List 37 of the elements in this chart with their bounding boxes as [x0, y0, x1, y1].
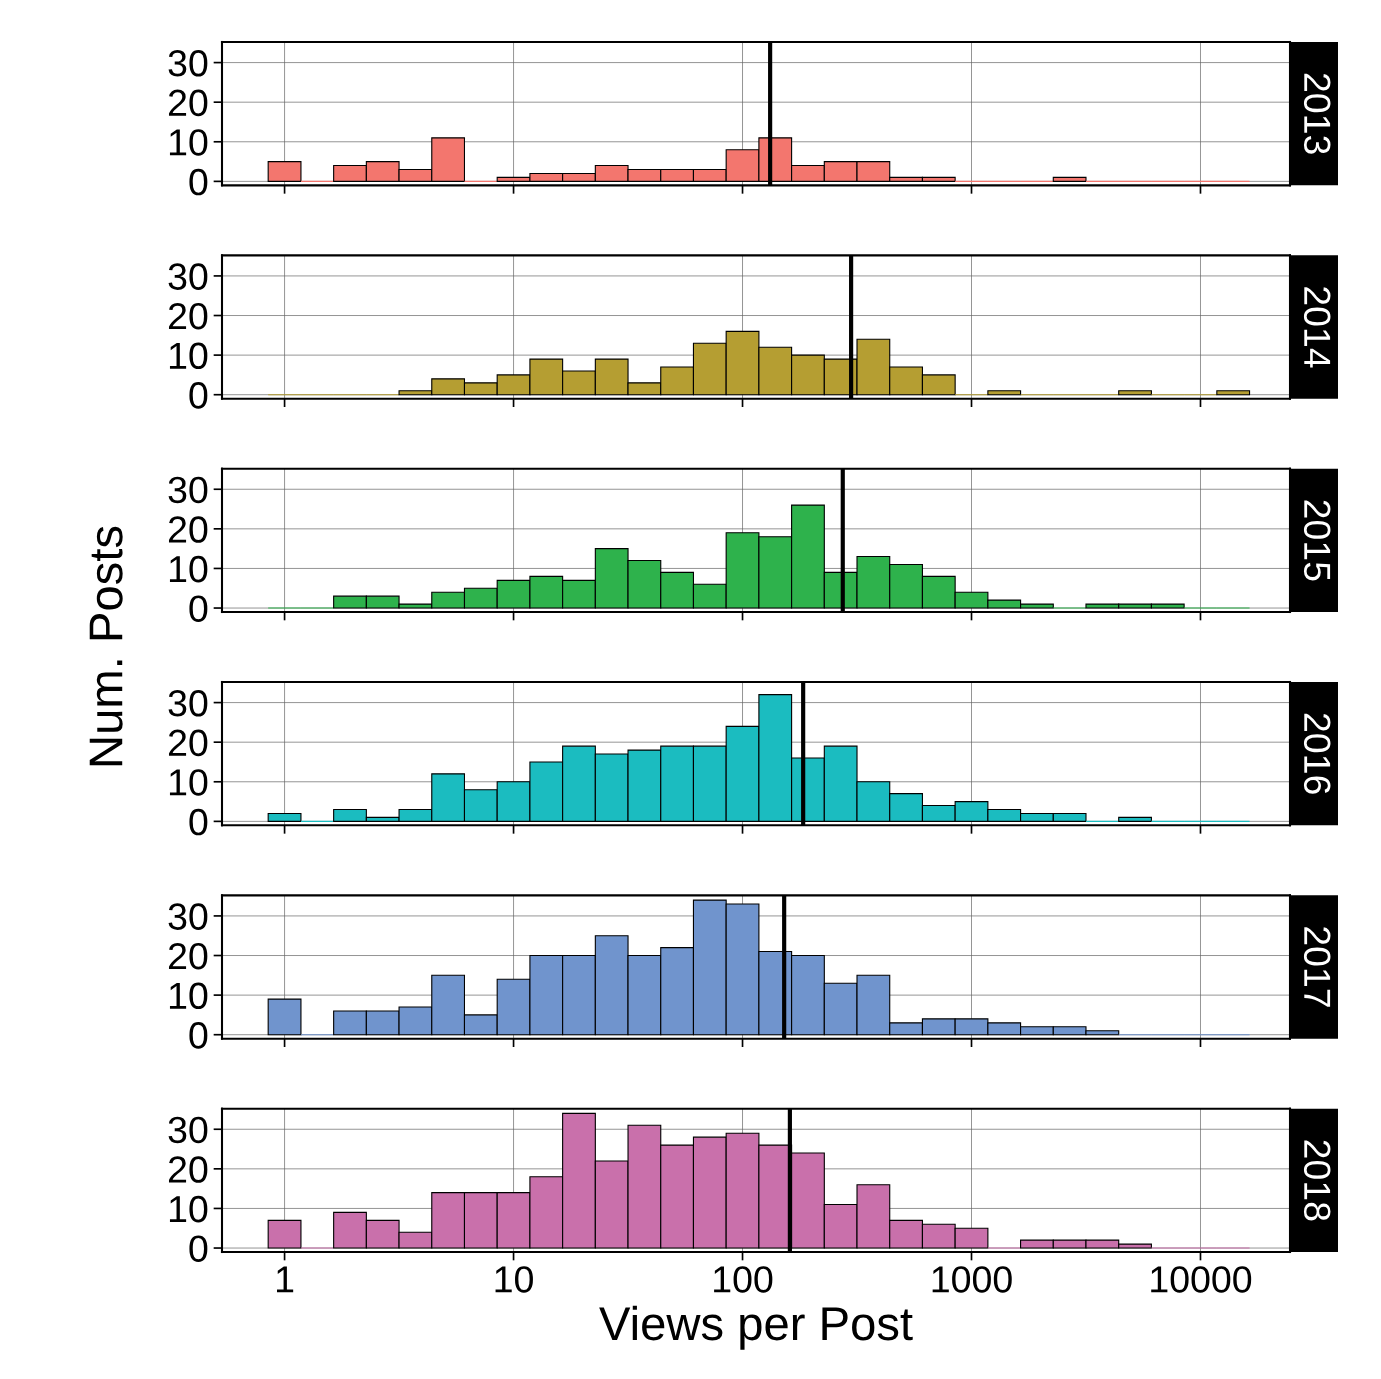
- text: 2016: [1303, 713, 1331, 794]
- text: 2017: [1303, 927, 1331, 1007]
- x-tick-label: 1000: [932, 1266, 1012, 1293]
- y-tick-label: 30: [168, 49, 208, 77]
- y-tick-label: 0: [189, 1235, 208, 1262]
- y-tick-label: 30: [168, 263, 208, 290]
- y-tick-label: 10: [169, 555, 208, 583]
- y-tick-label: 0: [189, 168, 208, 196]
- y-tick-label: 0: [189, 382, 208, 409]
- y-tick-label: 30: [168, 903, 208, 930]
- y-tick-label: 0: [189, 1022, 208, 1049]
- y-tick-label: 30: [168, 689, 208, 717]
- x-tick-label: 1: [277, 1266, 294, 1293]
- y-tick-label: 0: [189, 595, 208, 622]
- x-tick-label: 10000: [1151, 1266, 1252, 1293]
- text: 2018: [1303, 1140, 1331, 1221]
- y-tick-label: 20: [168, 1156, 208, 1183]
- y-tick-label: 10: [169, 1195, 208, 1223]
- y-tick-label: 20: [168, 89, 208, 117]
- y-tick-label: 30: [168, 1116, 208, 1144]
- y-axis-title: Num. Posts: [89, 526, 123, 766]
- x-tick-label: 10: [495, 1266, 533, 1293]
- y-tick-label: 0: [189, 808, 208, 836]
- y-tick-label: 20: [168, 729, 208, 757]
- y-tick-label: 20: [168, 516, 208, 543]
- y-tick-label: 20: [168, 942, 208, 970]
- y-tick-label: 30: [168, 476, 208, 504]
- y-tick-label: 10: [169, 342, 208, 370]
- text: 2014: [1303, 287, 1331, 368]
- x-axis-title: Views per Post: [599, 1305, 913, 1350]
- y-tick-label: 10: [169, 982, 208, 1010]
- x-tick-label: 100: [714, 1266, 773, 1293]
- text: 2013: [1303, 73, 1331, 154]
- y-tick-label: 10: [169, 129, 208, 156]
- y-tick-label: 20: [168, 302, 208, 330]
- text: 2015: [1303, 500, 1331, 581]
- y-tick-label: 10: [169, 769, 208, 796]
